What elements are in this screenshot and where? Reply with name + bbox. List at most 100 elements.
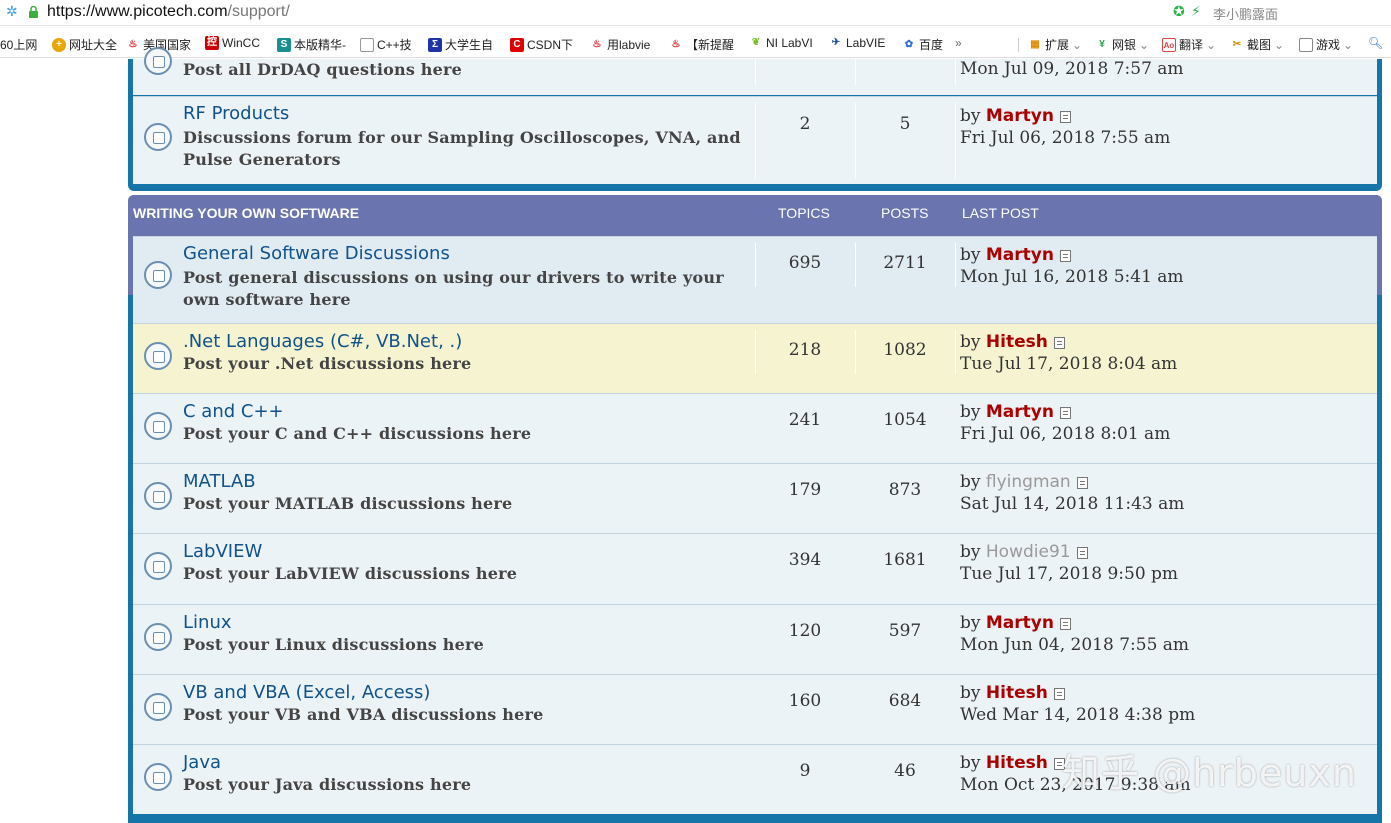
- bookmark-item[interactable]: 60上网: [0, 36, 37, 53]
- forum-row[interactable]: MATLAB Post your MATLAB discussions here…: [133, 463, 1377, 533]
- globe-icon: +: [52, 37, 66, 52]
- fire-icon: ♨: [592, 38, 602, 50]
- forum-row[interactable]: .Net Languages (C#, VB.Net, .) Post your…: [133, 323, 1377, 393]
- forum-read-icon: [144, 763, 172, 791]
- author-link[interactable]: Hitesh: [985, 332, 1048, 352]
- author-link[interactable]: Hitesh: [985, 683, 1048, 703]
- author-link[interactable]: Martyn: [985, 402, 1054, 422]
- author-link[interactable]: Howdie91: [985, 542, 1071, 562]
- author-link[interactable]: Martyn: [985, 613, 1054, 633]
- author-link[interactable]: Martyn: [985, 245, 1054, 265]
- divider: [955, 103, 956, 179]
- bookmark-item[interactable]: ♨ 用labvie: [590, 36, 651, 53]
- forum-title-link[interactable]: .Net Languages (C#, VB.Net, .): [183, 331, 463, 352]
- last-post-by: by Hitesh: [960, 683, 1065, 703]
- by-label: by: [960, 683, 986, 703]
- toolbar-item[interactable]: ¥ 网银 ⌄: [1095, 36, 1149, 53]
- lightning-icon[interactable]: ⚡: [1191, 4, 1201, 20]
- scissors-icon: ✂: [1232, 38, 1242, 50]
- topics-count: 695: [788, 253, 822, 273]
- by-label: by: [960, 402, 986, 422]
- search-button[interactable]: 🔍︎: [1368, 36, 1383, 50]
- forum-row[interactable]: General Software Discussions Post genera…: [133, 236, 1377, 323]
- loading-icon: ✲: [6, 4, 18, 20]
- bookmark-item[interactable]: C CSDN下: [510, 36, 573, 53]
- forum-description: Post your LabVIEW discussions here: [183, 564, 518, 583]
- posts-count: 684: [888, 691, 922, 711]
- forum-row[interactable]: Java Post your Java discussions here 9 4…: [133, 744, 1377, 814]
- speed-icon[interactable]: ✪: [1173, 4, 1185, 20]
- bookmark-item[interactable]: C++技: [360, 36, 412, 53]
- bookmark-item[interactable]: S 本版精华-: [277, 36, 346, 53]
- divider: [1018, 38, 1019, 52]
- forum-title-link[interactable]: VB and VBA (Excel, Access): [183, 682, 431, 703]
- forum-read-icon: [144, 261, 172, 289]
- bookmark-label: C++技: [377, 38, 412, 52]
- forum-row[interactable]: VB and VBA (Excel, Access) Post your VB …: [133, 674, 1377, 744]
- bookmark-item[interactable]: + 网址大全: [52, 36, 117, 53]
- forum-title-link[interactable]: General Software Discussions: [183, 243, 450, 264]
- forum-row[interactable]: Post all DrDAQ questions here Mon Jul 09…: [133, 47, 1377, 95]
- last-post-by: by Martyn: [960, 402, 1071, 422]
- posts-count: 1054: [883, 410, 927, 430]
- forum-title-link[interactable]: C and C++: [183, 401, 284, 422]
- forum-read-icon: [144, 412, 172, 440]
- bookmark-item[interactable]: ♨ 【新提醒: [669, 36, 735, 53]
- view-latest-post-icon[interactable]: [1076, 477, 1088, 489]
- forum-row[interactable]: RF Products Discussions forum for our Sa…: [133, 96, 1377, 184]
- control-icon: 控: [205, 36, 219, 50]
- last-post-date: Sat Jul 14, 2018 11:43 am: [960, 494, 1185, 514]
- category-header: WRITING YOUR OWN SOFTWARE TOPICS POSTS L…: [128, 195, 1382, 231]
- topics-count: 2: [799, 114, 811, 134]
- address-bar[interactable]: ✲ https://www.picotech.com/support/ ✪ ⚡ …: [0, 0, 1391, 26]
- divider: [755, 330, 756, 374]
- view-latest-post-icon[interactable]: [1053, 337, 1065, 349]
- bookmark-item[interactable]: ✈ LabVIE: [829, 36, 886, 50]
- toolbar-item[interactable]: 游戏 ⌄: [1299, 36, 1353, 53]
- bookmark-item[interactable]: Σ 大学生自: [428, 36, 493, 53]
- view-latest-post-icon[interactable]: [1059, 618, 1071, 630]
- forum-read-icon: [144, 693, 172, 721]
- view-latest-post-icon[interactable]: [1059, 250, 1071, 262]
- author-link[interactable]: Martyn: [985, 106, 1054, 126]
- view-latest-post-icon[interactable]: [1076, 547, 1088, 559]
- forum-title-link[interactable]: RF Products: [183, 103, 290, 124]
- view-latest-post-icon[interactable]: [1053, 688, 1065, 700]
- category-title[interactable]: WRITING YOUR OWN SOFTWARE: [133, 205, 360, 221]
- bookmark-item[interactable]: 控 WinCC: [205, 36, 260, 50]
- game-icon: [1299, 37, 1313, 52]
- csdn-icon: C: [510, 37, 524, 52]
- by-label: by: [960, 106, 986, 126]
- forum-row[interactable]: C and C++ Post your C and C++ discussion…: [133, 393, 1377, 463]
- by-label: by: [960, 332, 986, 352]
- forum-description: Post general discussions on using our dr…: [183, 268, 724, 309]
- divider: [855, 103, 856, 179]
- forum-title-link[interactable]: MATLAB: [183, 471, 256, 492]
- forum-row[interactable]: Linux Post your Linux discussions here 1…: [133, 604, 1377, 674]
- url-text[interactable]: https://www.picotech.com/support/: [47, 3, 290, 21]
- bookmark-item[interactable]: ✿ 百度: [902, 36, 943, 53]
- by-label: by: [960, 245, 986, 265]
- forum-title-link[interactable]: Java: [183, 752, 222, 773]
- forum-title-link[interactable]: Linux: [183, 612, 232, 633]
- bookmarks-more-button[interactable]: »: [955, 36, 962, 50]
- bookmark-item[interactable]: ❦ NI LabVI: [749, 36, 813, 50]
- toolbar-item[interactable]: ✂ 截图 ⌄: [1230, 36, 1284, 53]
- bookmarks-bar: 60上网 + 网址大全 ♨ 美国国家 控 WinCC S 本版精华- C++技 Σ 大学生…: [0, 30, 1391, 58]
- chevron-down-icon: ⌄: [1206, 37, 1217, 52]
- author-link[interactable]: Hitesh: [985, 753, 1048, 773]
- toolbar-item[interactable]: Ao 翻译 ⌄: [1162, 36, 1216, 53]
- toolbar-item[interactable]: ▦ 扩展 ⌄: [1028, 36, 1082, 53]
- forum-row[interactable]: LabVIEW Post your LabVIEW discussions he…: [133, 533, 1377, 604]
- view-latest-post-icon[interactable]: [1059, 407, 1071, 419]
- user-name[interactable]: 李小鹏露面: [1213, 7, 1279, 22]
- view-latest-post-icon[interactable]: [1059, 111, 1071, 123]
- forum-title-link[interactable]: LabVIEW: [183, 541, 263, 562]
- last-post-date: Tue Jul 17, 2018 8:04 am: [960, 354, 1178, 374]
- topics-count: 9: [799, 761, 811, 781]
- author-link[interactable]: flyingman: [985, 472, 1071, 492]
- view-latest-post-icon[interactable]: [1053, 758, 1065, 770]
- last-post-date: Mon Jul 16, 2018 5:41 am: [960, 267, 1184, 287]
- topics-count: 394: [788, 550, 822, 570]
- divider: [755, 103, 756, 179]
